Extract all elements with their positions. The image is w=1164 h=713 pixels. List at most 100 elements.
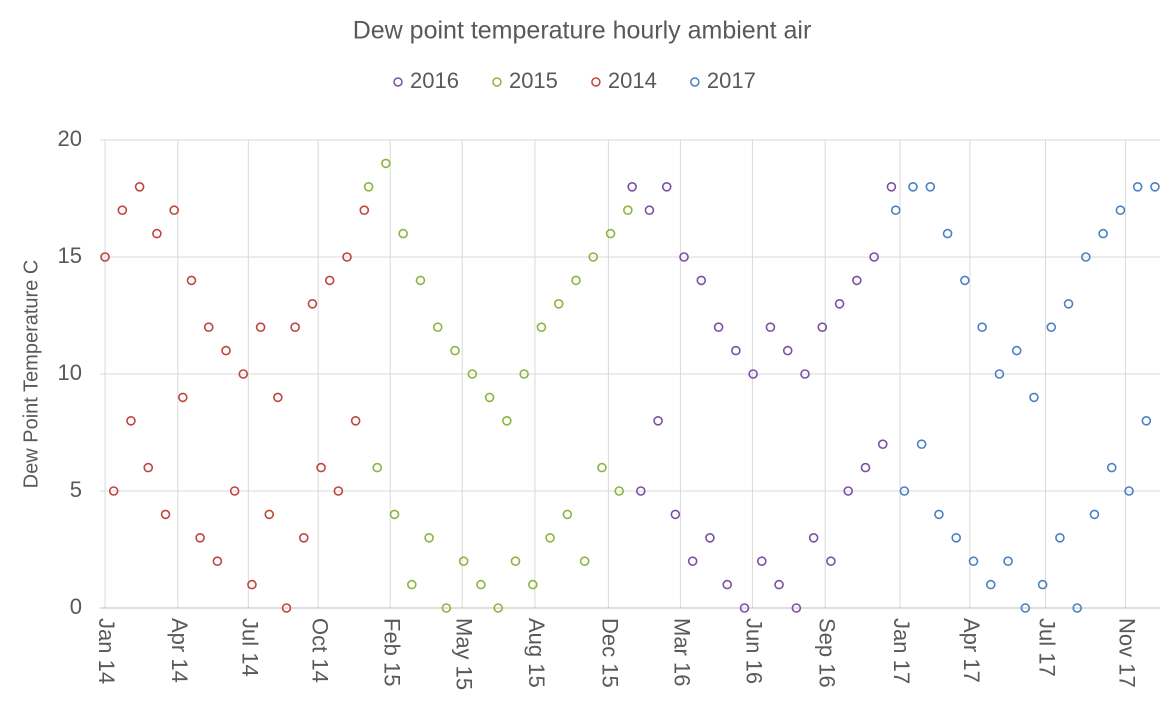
point xyxy=(389,509,400,520)
point xyxy=(627,182,637,192)
point xyxy=(134,182,145,192)
point xyxy=(908,182,918,192)
point xyxy=(126,415,136,426)
x-tick-label: Jan 14 xyxy=(94,618,119,684)
x-tick-label: Sep 16 xyxy=(814,618,839,688)
y-tick-label: 0 xyxy=(70,594,82,619)
series xyxy=(627,182,897,613)
point xyxy=(869,252,879,262)
point xyxy=(1055,532,1065,543)
point xyxy=(1150,182,1160,192)
point xyxy=(519,369,529,379)
point xyxy=(527,579,538,590)
point xyxy=(942,228,953,239)
x-tick-label: Jan 17 xyxy=(889,618,914,684)
point xyxy=(722,579,733,590)
point xyxy=(281,603,292,613)
point xyxy=(510,556,521,567)
point xyxy=(424,532,434,543)
point xyxy=(817,322,828,333)
point xyxy=(333,486,344,496)
point xyxy=(614,486,624,496)
point xyxy=(545,532,555,543)
point xyxy=(1011,345,1022,356)
point xyxy=(890,205,901,215)
point xyxy=(238,369,249,379)
x-tick-label: Mar 16 xyxy=(670,618,695,686)
x-tick-label: Nov 17 xyxy=(1115,618,1140,688)
point xyxy=(212,556,223,567)
point xyxy=(579,556,590,567)
point xyxy=(696,275,707,286)
point xyxy=(687,556,698,567)
point xyxy=(670,509,681,520)
point xyxy=(571,275,581,286)
point xyxy=(843,486,853,496)
point xyxy=(467,369,478,379)
point xyxy=(264,509,275,520)
point xyxy=(899,486,910,496)
point xyxy=(782,345,793,356)
x-tick-label: Jun 16 xyxy=(742,618,767,684)
series xyxy=(100,182,370,613)
legend-marker xyxy=(393,77,403,87)
legend-marker xyxy=(690,77,700,87)
point xyxy=(1003,556,1013,567)
series xyxy=(363,158,633,613)
point xyxy=(350,415,361,426)
legend-label: 2016 xyxy=(410,68,459,93)
point xyxy=(562,509,573,520)
point xyxy=(1020,603,1031,613)
point xyxy=(1029,392,1039,403)
x-tick-label: Jul 17 xyxy=(1035,618,1060,677)
point xyxy=(290,322,300,333)
point xyxy=(117,205,128,215)
series xyxy=(890,182,1160,613)
point xyxy=(178,392,188,403)
point xyxy=(407,579,417,590)
point xyxy=(476,579,486,590)
point xyxy=(679,252,689,262)
legend-marker xyxy=(492,77,502,87)
point xyxy=(774,579,784,590)
x-tick-label: Dec 15 xyxy=(598,618,623,688)
point xyxy=(1106,462,1117,473)
point xyxy=(977,322,987,333)
point xyxy=(826,556,836,567)
point xyxy=(877,439,888,450)
point xyxy=(247,579,257,590)
point xyxy=(553,298,564,309)
point xyxy=(985,579,996,590)
y-tick-label: 15 xyxy=(58,243,82,268)
point xyxy=(432,322,443,333)
point xyxy=(398,228,408,239)
point xyxy=(415,275,426,286)
point xyxy=(229,486,240,496)
point xyxy=(1046,322,1057,333)
point xyxy=(493,603,504,613)
x-tick-label: Apr 14 xyxy=(167,618,192,683)
legend-label: 2015 xyxy=(509,68,558,93)
point xyxy=(765,322,776,333)
point xyxy=(372,462,383,473)
x-tick-label: Jul 14 xyxy=(238,618,263,677)
point xyxy=(748,369,758,379)
point xyxy=(143,462,154,473)
point xyxy=(800,369,810,379)
point xyxy=(458,556,469,567)
point xyxy=(731,345,741,356)
point xyxy=(108,486,119,496)
point xyxy=(1141,415,1152,426)
point xyxy=(1115,205,1126,215)
point xyxy=(623,205,633,215)
point xyxy=(1072,603,1082,613)
point xyxy=(298,532,309,543)
x-tick-label: Feb 15 xyxy=(379,618,404,687)
point xyxy=(1124,486,1134,496)
point xyxy=(324,275,335,286)
chart-title: Dew point temperature hourly ambient air xyxy=(353,17,812,45)
point xyxy=(169,205,179,215)
point xyxy=(203,322,214,333)
legend-label: 2017 xyxy=(707,68,756,93)
